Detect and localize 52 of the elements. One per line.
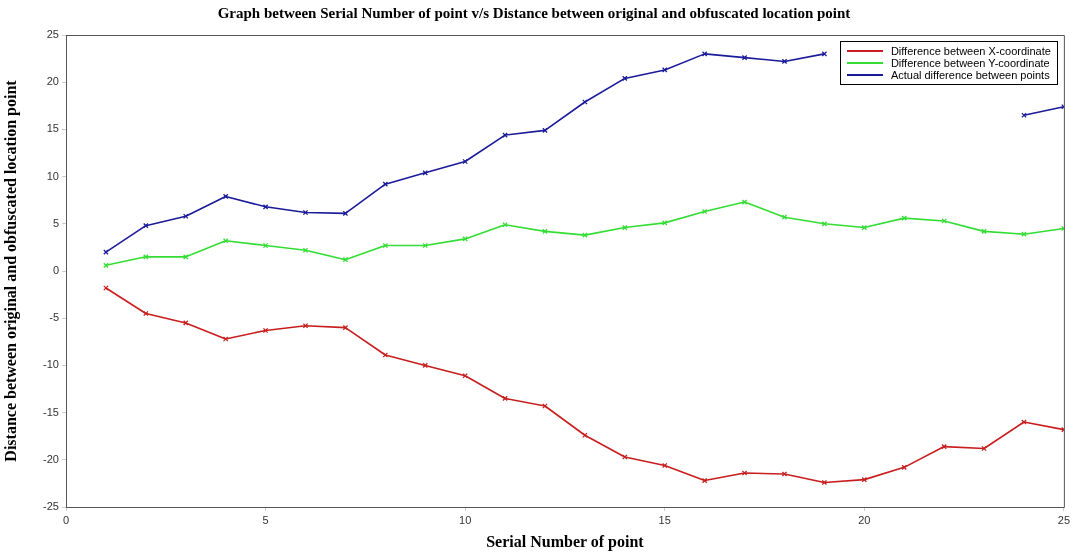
x-tick-label: 15	[658, 513, 671, 526]
x-tick-label: 10	[459, 513, 472, 526]
x-tick-label: 5	[262, 513, 269, 526]
y-tick-label: 0	[52, 264, 59, 277]
legend-label: Difference between Y-coordinate	[890, 57, 1050, 69]
y-axis-title: Distance between original and obfuscated location point	[1, 79, 20, 462]
x-tick-label: 0	[62, 513, 70, 526]
point	[582, 432, 588, 439]
point	[861, 476, 868, 483]
x-tick-label: 25	[1057, 513, 1071, 526]
y-tick-label: 20	[46, 75, 59, 88]
x-tick-label: 20	[858, 513, 871, 526]
point	[143, 222, 149, 229]
point	[622, 75, 628, 82]
point	[622, 224, 628, 231]
chart-title: Graph between Serial Number of point v/s Distance between original and obfuscated location point	[217, 4, 851, 21]
point	[182, 320, 189, 326]
point	[661, 462, 668, 469]
point	[701, 208, 708, 215]
point	[1021, 231, 1027, 237]
y-tick-label: 15	[46, 122, 59, 135]
legend-label: Actual difference between points	[890, 69, 1050, 81]
y-tick-label: -15	[43, 405, 59, 418]
y-tick-label: -5	[49, 311, 59, 324]
point	[661, 220, 668, 226]
point	[382, 242, 389, 249]
point	[182, 254, 189, 260]
point	[901, 215, 907, 221]
y-tick-label: 25	[46, 28, 59, 41]
x-axis-title: Serial Number of point	[486, 532, 645, 551]
point	[701, 51, 708, 57]
point	[1021, 112, 1027, 119]
y-tick-label: -10	[43, 358, 59, 371]
point	[502, 221, 508, 228]
y-tick-label: 5	[52, 216, 59, 229]
point	[382, 181, 389, 187]
point	[222, 238, 229, 244]
point	[821, 221, 828, 227]
y-tick-label: -20	[43, 452, 59, 465]
point	[622, 454, 628, 460]
point	[741, 54, 748, 61]
point	[582, 99, 588, 105]
legend-label: Difference between X-coordinate	[890, 45, 1051, 57]
point	[302, 322, 309, 329]
point	[861, 224, 868, 231]
point	[901, 464, 907, 471]
point	[661, 67, 668, 73]
point	[941, 218, 947, 224]
point	[422, 362, 429, 369]
y-tick-label: -25	[43, 500, 59, 513]
y-tick-label: 10	[46, 169, 59, 182]
point	[262, 204, 269, 210]
